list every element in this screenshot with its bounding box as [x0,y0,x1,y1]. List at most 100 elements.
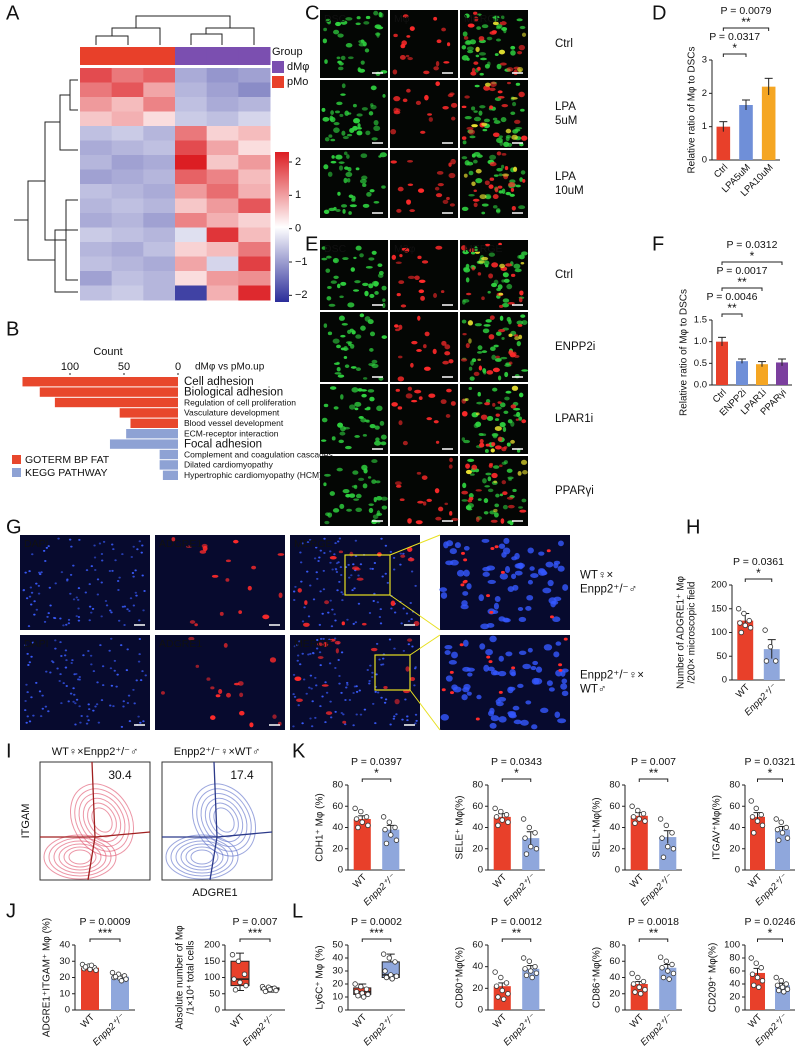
category-label: Vasculature development [184,408,280,418]
data-point [383,840,390,847]
cell [521,320,528,325]
cell [303,622,310,627]
cell [494,595,501,603]
cell [346,681,349,684]
cell [334,567,338,570]
cell [451,684,458,691]
cell [301,722,304,725]
cell [506,316,511,322]
cell [339,503,345,509]
cell [112,705,115,708]
cell [66,579,69,582]
cell [468,386,473,391]
cell [352,692,355,695]
data-point [749,814,756,820]
data-point [735,606,742,612]
bar [630,815,648,870]
cell [30,603,33,606]
y-axis-title: CD80⁺Mφ(%) [455,947,466,1008]
cell [315,571,318,574]
heat-cell [175,271,208,286]
cell [493,512,499,518]
cell [344,166,349,170]
category-label: Biological adhesion [184,387,283,399]
cell [473,159,478,164]
cell [465,463,470,469]
cell [296,644,299,647]
cell [350,267,355,272]
cell [318,623,322,626]
cell [25,597,29,600]
bar [54,397,178,408]
cell [388,638,392,641]
cell [520,314,526,318]
micrograph [390,150,458,218]
cell [351,387,359,393]
cell [494,418,500,421]
heat-cell [206,155,239,170]
cell [462,591,469,596]
cell [512,705,520,711]
cell [402,552,405,555]
heat-cell [175,68,208,83]
significance-bracket [89,938,121,942]
cell [349,204,357,208]
cell [378,658,381,661]
cell [329,700,332,703]
significance-stars: * [756,566,761,580]
cell [337,658,340,661]
cell [355,713,358,716]
cell [471,464,478,470]
cell [340,281,347,286]
heat-cell [80,111,113,127]
cell [490,448,495,453]
cell [520,262,525,265]
heat-cell [111,227,144,243]
cell [69,592,72,595]
data-point [783,824,789,831]
cell [399,55,406,60]
cell [342,257,349,260]
cell [497,96,505,99]
cell [360,417,367,423]
data-point [669,830,675,836]
cell [318,651,322,654]
cell [356,113,363,117]
cell [340,334,346,338]
cell [507,520,514,525]
cell [490,669,498,676]
cell [552,616,561,623]
data-point [382,826,388,833]
contour [82,797,122,843]
cell [499,21,507,26]
cell [421,475,428,480]
cell [462,332,467,336]
legend-label: dMφ [287,61,309,73]
cell [86,715,89,718]
cell [401,247,407,251]
legend-label: KEGG PATHWAY [25,467,107,479]
row-label: WT♀× [580,570,613,582]
cell [435,81,440,87]
cell [502,298,510,303]
cell [392,556,396,559]
cell [502,173,510,177]
cell [506,496,514,500]
row-label: LPA [555,171,576,183]
heat-cell [206,242,239,257]
cell [63,654,67,657]
heat-cell [175,184,208,199]
cell [483,85,491,91]
x-axis-title: Count [93,346,122,358]
significance-bracket [757,938,783,942]
y-tick-label: 60 [609,801,620,812]
cell [492,465,500,469]
channel-label: ADGRE1 [159,538,202,550]
cell [373,201,380,204]
heat-cell [206,169,239,185]
cell [508,349,514,356]
cell [464,160,470,166]
cell [519,177,523,182]
cell [336,589,339,592]
cell [210,686,215,690]
